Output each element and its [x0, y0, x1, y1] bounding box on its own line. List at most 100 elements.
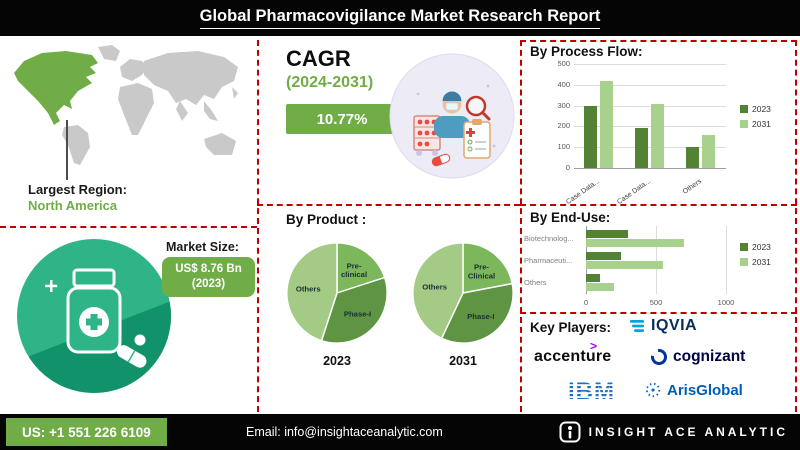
market-size-value: US$ 8.76 Bn [175, 263, 242, 275]
legend: 2023 2031 [740, 242, 771, 272]
bar [635, 128, 648, 168]
gridline [574, 64, 726, 65]
y-tick-label: 500 [557, 59, 570, 68]
magnifier-icon [465, 95, 487, 117]
legend-swatch [740, 120, 748, 128]
bar [586, 283, 614, 291]
divider-right-2 [520, 312, 797, 314]
y-tick-label: 300 [557, 100, 570, 110]
legend-label: 2031 [752, 119, 771, 129]
gridline [574, 105, 726, 107]
iqvia-logo: IQVIA [630, 317, 697, 335]
end-use-title: By End-Use: [530, 210, 611, 225]
doctor-body [434, 116, 470, 138]
gridline [656, 226, 657, 294]
largest-region-value: North America [28, 198, 118, 213]
pie-slice [462, 242, 514, 294]
legend: 2023 2031 [740, 104, 771, 134]
divider-right-1 [520, 204, 797, 206]
iqvia-logo-text: IQVIA [651, 317, 698, 334]
brand-logo-icon [559, 421, 581, 443]
pie-slice-label: Others [422, 283, 447, 292]
gridline [574, 168, 726, 169]
accenture-logo-text: accenture [534, 348, 612, 365]
pill-round [134, 334, 146, 346]
x-category-label: Others [681, 178, 703, 196]
process-flow-chart: 0 100 200 300 400 500 Case Data... Case Data...… [524, 58, 796, 206]
process-flow-title: By Process Flow: [530, 44, 643, 59]
divider-vertical-right [520, 40, 522, 412]
divider-vertical-edge [795, 40, 797, 412]
pie-year-2023: 2023 [323, 354, 351, 368]
bar [584, 105, 598, 168]
footer-email: Email: info@insightaceanalytic.com [246, 425, 443, 439]
pie-slice [440, 282, 514, 344]
cagr-label: CAGR [286, 46, 351, 71]
pie-slice [336, 242, 386, 294]
accenture-caret-icon: > [590, 339, 598, 353]
cognizant-logo: cognizant [650, 348, 745, 366]
bar [600, 80, 614, 168]
divider-top-right [520, 40, 797, 42]
gridline [574, 84, 726, 86]
legend-label: 2023 [752, 104, 771, 114]
divider-vertical-left [257, 40, 259, 412]
legend-swatch [740, 243, 748, 251]
australia-region [204, 133, 236, 155]
x-tick-label: 1000 [717, 298, 735, 307]
gridline [574, 147, 726, 149]
y-tick-label: 100 [557, 142, 570, 152]
region-pointer-line [66, 120, 68, 180]
report-title: Global Pharmacovigilance Market Research… [199, 7, 601, 29]
arisglobal-icon [645, 382, 661, 398]
pharma-illustration [389, 53, 515, 179]
arisglobal-logo-text: ArisGlobal [667, 381, 743, 399]
bar [701, 134, 715, 168]
brand-block: INSIGHT ACE ANALYTIC [559, 414, 788, 450]
arisglobal-logo: ArisGlobal [644, 381, 743, 399]
bar [586, 252, 621, 260]
doctor-mask [445, 102, 459, 111]
iqvia-icon [630, 319, 644, 332]
pie-slice [320, 276, 388, 344]
y-category-label: Pharmaceuti... [524, 256, 573, 265]
by-product-pie-2023: Pre-clinical Phase-I Others [286, 242, 388, 344]
doctor-cap [442, 91, 462, 101]
bar [586, 261, 663, 269]
end-use-chart: 0 500 1000 Biotechnolog... Pharmaceuti... Oth… [524, 226, 796, 310]
ibm-logo-text: IBM [568, 378, 615, 404]
bar [586, 239, 684, 247]
legend-item: 2023 [740, 242, 771, 252]
pie-slice [412, 242, 464, 340]
pie-slice-label: Pre- [474, 263, 489, 272]
gridline [726, 226, 727, 294]
divider-middle-column [257, 204, 520, 206]
market-size-label: Market Size: [166, 240, 239, 254]
gridline [574, 126, 726, 128]
legend-item: 2031 [740, 257, 771, 267]
bottle-cap [72, 268, 116, 288]
ibm-logo: IBM [568, 378, 615, 404]
accenture-logo: accenture > [534, 339, 612, 366]
bar [651, 103, 664, 168]
legend-label: 2023 [752, 242, 771, 252]
cagr-period: (2024-2031) [286, 74, 374, 91]
legend-label: 2031 [752, 257, 771, 267]
africa-region [118, 83, 154, 135]
market-size-badge: US$ 8.76 Bn (2023) [162, 257, 255, 297]
divider-left-column [0, 226, 257, 228]
legend-item: 2023 [740, 104, 771, 114]
by-product-pie-2031: Pre-Clinical Phase-I Others [412, 242, 514, 344]
south-america-region [62, 125, 90, 165]
bar [586, 274, 600, 282]
clipboard [463, 121, 491, 159]
bar [685, 147, 699, 168]
report-header: Global Pharmacovigilance Market Research… [0, 0, 800, 36]
pie-slice-label: Phase-I [467, 312, 494, 321]
x-tick-label: 500 [649, 298, 663, 307]
world-map [14, 45, 238, 165]
x-tick-label: 0 [583, 298, 589, 307]
medicine-bottle-illustration [17, 239, 171, 393]
y-category-label: Others [524, 278, 547, 287]
